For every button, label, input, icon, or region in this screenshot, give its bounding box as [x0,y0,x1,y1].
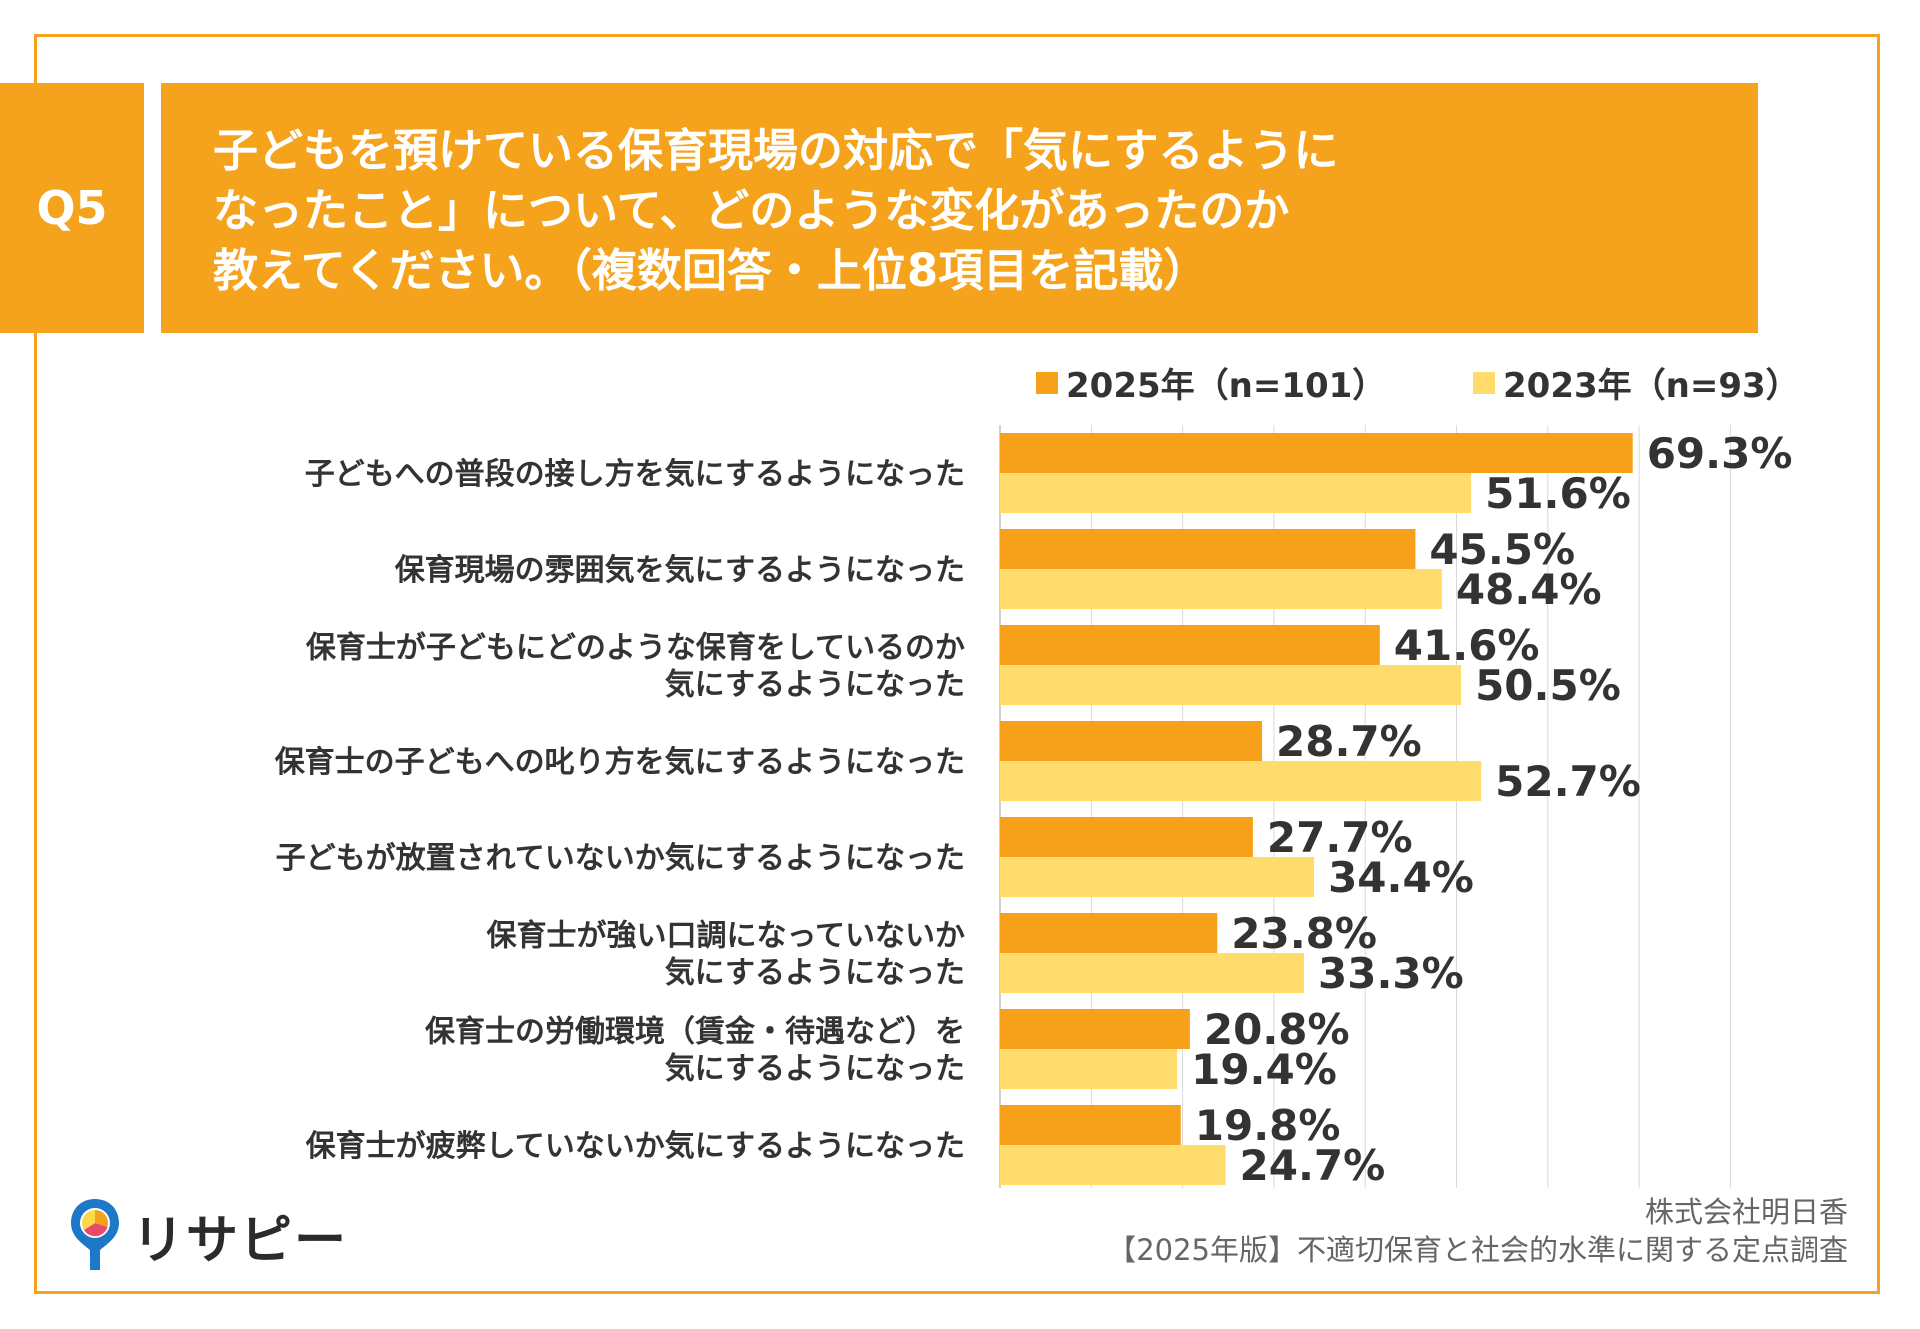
bar-2023 [1000,953,1305,993]
value-label-2023: 48.4% [1456,565,1602,614]
category-label: 保育士が疲弊していないか気にするようになった [306,1129,965,1164]
value-label-2023: 24.7% [1240,1141,1386,1190]
bar-2025 [1000,1009,1190,1049]
legend-item-2023: 2023年（n=93） [1473,358,1800,407]
value-label-2023: 51.6% [1485,469,1631,518]
value-label-2023: 19.4% [1191,1045,1337,1094]
logo: リサピー [68,1196,348,1274]
category-label: 気にするようになった [665,668,965,703]
bar-2025 [1000,529,1416,569]
legend-swatch-2023 [1473,371,1495,394]
category-label: 保育士の子どもへの叱り方を気にするようになった [275,745,965,780]
value-label-2025: 23.8% [1231,909,1377,958]
title-band: 子どもを預けている保育現場の対応で「気にするように なったこと」について、どのよ… [161,83,1758,333]
question-badge: Q5 [0,83,144,333]
bar-2025 [1000,913,1218,953]
bar-2025 [1000,625,1380,665]
bar-2025 [1000,817,1253,857]
value-label-2025: 41.6% [1394,621,1540,670]
legend-item-2025: 2025年（n=101） [1036,358,1386,407]
value-label-2023: 50.5% [1475,661,1621,710]
category-label: 子どもへの普段の接し方を気にするようになった [305,457,965,492]
bar-2023 [1000,1145,1226,1185]
category-label: 保育士が子どもにどのような保育をしているのか [306,631,965,666]
title-line-1: 子どもを預けている保育現場の対応で「気にするように [213,124,1339,177]
value-label-2025: 45.5% [1429,525,1575,574]
category-label: 保育士が強い口調になっていないか [487,919,966,954]
value-label-2023: 33.3% [1318,949,1464,998]
bar-2023 [1000,473,1472,513]
value-label-2025: 69.3% [1647,429,1793,478]
value-label-2025: 19.8% [1195,1101,1341,1150]
legend-label-2025: 2025年（n=101） [1066,366,1387,406]
bar-2023 [1000,665,1462,705]
logo-text: リサピー [132,1210,349,1271]
category-label: 気にするようになった [665,956,965,991]
bar-2025 [1000,433,1633,473]
bar-2023 [1000,857,1315,897]
bar-2025 [1000,721,1263,761]
value-label-2023: 52.7% [1495,757,1641,806]
category-label: 保育士の労働環境（賃金・待遇など）を [425,1015,965,1050]
category-label: 子どもが放置されていないか気にするようになった [276,841,965,876]
legend-swatch-2025 [1036,371,1058,394]
bar-2025 [1000,1105,1181,1145]
bar-2023 [1000,569,1442,609]
bar-2023 [1000,1049,1178,1089]
title-line-3: 教えてください。（複数回答・上位8項目を記載） [213,244,1209,297]
category-label: 保育現場の雰囲気を気にするようになった [395,553,965,588]
source-survey: 【2025年版】不適切保育と社会的水準に関する定点調査 [1107,1233,1848,1267]
legend-label-2023: 2023年（n=93） [1503,366,1800,406]
title-line-2: なったこと」について、どのような変化があったのか [213,184,1290,237]
category-label: 気にするようになった [665,1052,965,1087]
map-pin-pie-icon [71,1199,119,1270]
source-company: 株式会社明日香 [1644,1195,1848,1229]
bar-2023 [1000,761,1482,801]
source-note: 株式会社明日香 【2025年版】不適切保育と社会的水準に関する定点調査 [1107,1193,1848,1269]
value-label-2025: 28.7% [1276,717,1422,766]
value-label-2025: 20.8% [1204,1005,1350,1054]
value-label-2023: 34.4% [1328,853,1474,902]
value-label-2025: 27.7% [1267,813,1413,862]
outer-frame [34,34,1880,1294]
